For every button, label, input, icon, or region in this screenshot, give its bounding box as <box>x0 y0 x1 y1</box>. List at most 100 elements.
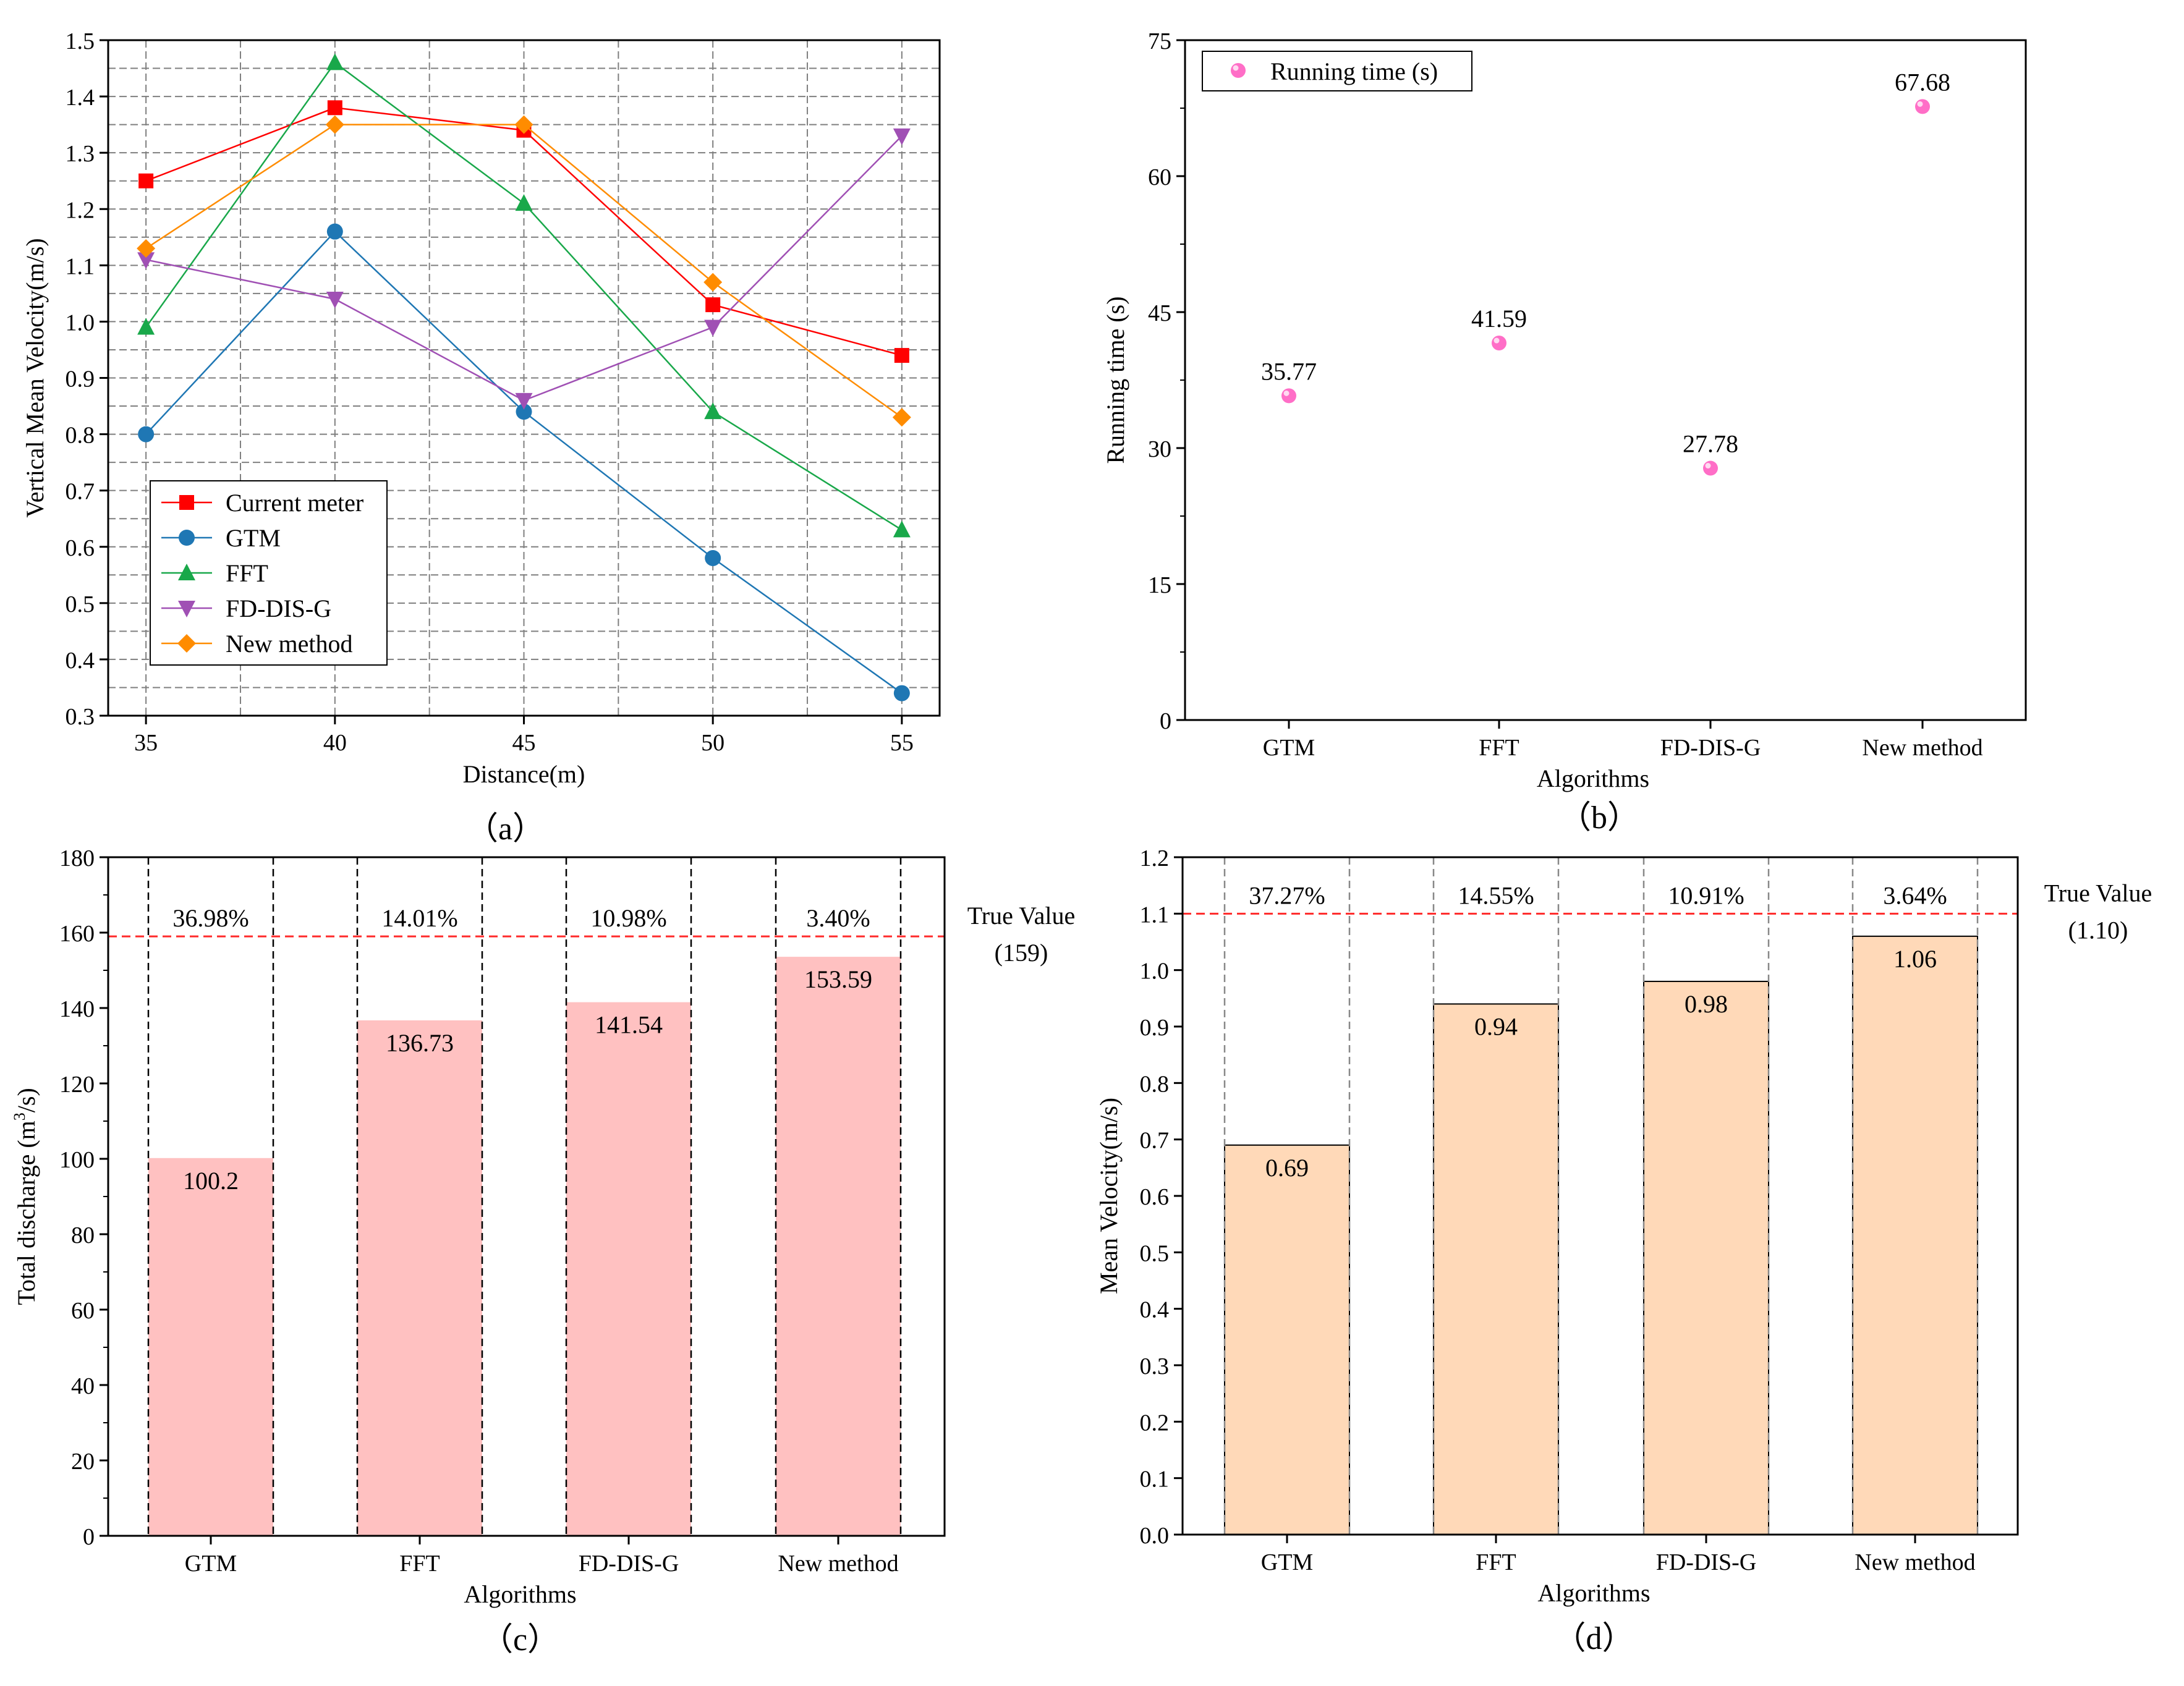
data-label: 67.68 <box>1895 68 1950 96</box>
bar <box>566 1002 691 1536</box>
y-tick-label: 0.8 <box>1140 1071 1170 1097</box>
legend: Running time (s) <box>1202 51 1472 91</box>
data-point <box>326 223 343 240</box>
bar <box>1643 980 1769 1535</box>
data-point <box>327 100 342 116</box>
data-point <box>703 273 723 292</box>
x-axis-label: Distance(m) <box>463 760 585 788</box>
series-new_method <box>137 115 911 427</box>
data-point <box>326 53 344 70</box>
x-tick-label: GTM <box>1261 1549 1313 1575</box>
data-label: 136.73 <box>386 1029 454 1057</box>
y-tick-label: 0.5 <box>1140 1240 1170 1266</box>
x-tick-label: 35 <box>134 730 158 756</box>
data-point <box>1915 99 1930 114</box>
legend-marker <box>1231 63 1246 78</box>
x-axis-label: Algorithms <box>1537 765 1649 792</box>
data-point <box>1703 460 1718 476</box>
y-tick-label: 0.3 <box>66 704 95 730</box>
y-tick-label: 0.7 <box>66 479 95 505</box>
data-label: 153.59 <box>804 965 872 993</box>
y-tick-label: 140 <box>59 996 95 1022</box>
legend-marker <box>179 495 194 510</box>
data-point <box>515 194 533 211</box>
series-gtm <box>138 223 910 701</box>
x-axis-label: Algorithms <box>1537 1579 1650 1607</box>
y-tick-label: 15 <box>1148 572 1171 598</box>
y-axis-label-tail: /s) <box>12 1088 40 1112</box>
x-tick-label: FFT <box>1476 1549 1516 1575</box>
error-label: 14.55% <box>1458 881 1534 909</box>
data-point <box>138 426 155 443</box>
y-axis-label: Running time (s) <box>1102 296 1129 464</box>
y-tick-label: 0.1 <box>1140 1467 1170 1493</box>
data-point <box>893 685 910 701</box>
y-tick-label: 100 <box>59 1147 95 1173</box>
error-label: 10.98% <box>590 904 666 932</box>
legend-marker <box>178 601 195 617</box>
panel-a: 0.3 0.4 0.5 0.6 0.7 0.8 0.9 1.0 1.1 1.2 1.3 1.4 1.5 3… <box>21 28 941 847</box>
x-tick-label: FFT <box>1479 735 1519 761</box>
panel-d: 0.0 0.1 0.2 0.3 0.4 0.5 0.6 0.7 0.8 0.9 1.0 1.1 1.2 G… <box>1095 845 2152 1656</box>
error-label: 36.98% <box>172 904 249 932</box>
bar <box>776 957 901 1536</box>
data-label: 100.2 <box>183 1167 239 1195</box>
y-tick-label: 20 <box>71 1449 95 1475</box>
x-tick-label: New method <box>1855 1549 1975 1575</box>
bar <box>148 1158 273 1536</box>
y-tick-label: 1.4 <box>66 85 95 111</box>
true-value-label: True Value <box>967 902 1075 930</box>
y-tick-label: 1.0 <box>66 310 95 336</box>
x-tick-label: GTM <box>1263 735 1315 761</box>
y-tick-label: 1.3 <box>66 141 95 167</box>
error-label: 3.64% <box>1883 881 1947 909</box>
y-axis-label: Vertical Mean Velocity(m/s) <box>21 238 49 517</box>
y-tick-label: 60 <box>1148 164 1171 190</box>
y-tick-label: 40 <box>71 1373 95 1399</box>
panel-c: 0 20 40 60 80 100 120 140 160 180 GTM FFT FD-DIS-G Ne… <box>11 845 1075 1658</box>
legend-entry: GTM <box>226 524 281 552</box>
data-label: 141.54 <box>595 1011 663 1039</box>
legend-entry: FD-DIS-G <box>226 595 331 622</box>
bar <box>1852 935 1978 1536</box>
panel-label: （a） <box>466 811 545 847</box>
data-point <box>892 408 911 427</box>
x-tick-label: 50 <box>701 730 724 756</box>
legend: Current meter GTM FFT FD-DIS-G New method <box>150 480 388 666</box>
data-point <box>138 173 154 189</box>
x-axis-label: Algorithms <box>464 1580 576 1608</box>
x-tick-label: GTM <box>185 1551 237 1577</box>
data-point <box>515 392 533 410</box>
y-tick-label: 0.3 <box>1140 1353 1170 1379</box>
y-axis-label-main: Total discharge (m <box>12 1120 40 1305</box>
data-label: 35.77 <box>1261 357 1317 385</box>
y-tick-label: 75 <box>1148 28 1171 54</box>
legend-entry: Running time (s) <box>1270 57 1438 85</box>
legend-box <box>1202 51 1472 91</box>
series-fft <box>137 53 911 538</box>
x-tick-label: FD-DIS-G <box>1656 1549 1757 1575</box>
y-tick-label: 80 <box>71 1222 95 1248</box>
y-tick-label: 0 <box>83 1524 95 1550</box>
data-point <box>326 291 344 308</box>
y-axis-label: Mean Velocity(m/s) <box>1095 1098 1123 1294</box>
data-point <box>704 320 722 337</box>
y-tick-label: 45 <box>1148 300 1171 326</box>
x-tick-label: New method <box>1862 735 1982 761</box>
y-tick-label: 1.0 <box>1140 959 1170 985</box>
true-value-text: (159) <box>995 939 1048 967</box>
x-tick-label: New method <box>778 1551 898 1577</box>
panel-label: （c） <box>481 1622 559 1658</box>
bar <box>1433 1003 1559 1535</box>
bar <box>357 1020 482 1536</box>
legend-entry: Current meter <box>226 489 363 517</box>
y-tick-label: 0.6 <box>1140 1184 1170 1210</box>
x-tick-label: FD-DIS-G <box>1660 735 1761 761</box>
true-value-label: True Value <box>2044 879 2152 907</box>
data-label: 0.69 <box>1265 1154 1309 1182</box>
data-point <box>704 402 722 420</box>
data-point <box>516 404 532 420</box>
data-label: 41.59 <box>1471 305 1527 333</box>
y-tick-label: 1.2 <box>66 197 95 223</box>
